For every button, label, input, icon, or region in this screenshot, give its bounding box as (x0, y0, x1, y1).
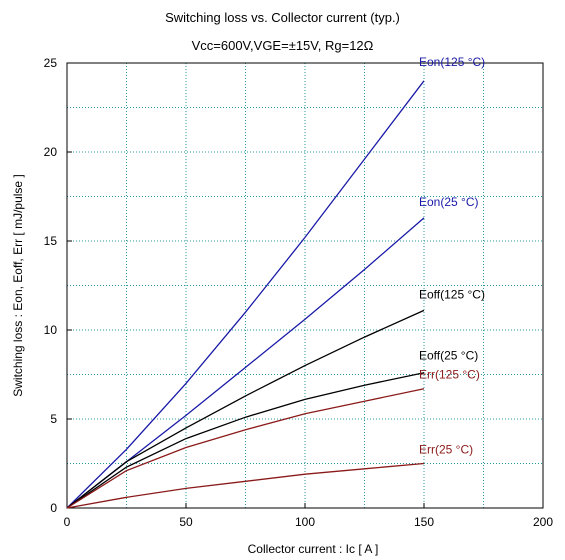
series-line (66, 462, 425, 509)
y-tick-label: 25 (44, 56, 58, 70)
series-line (66, 80, 425, 509)
series-label: Eoff(25 °C) (419, 349, 478, 363)
series-line (66, 309, 425, 509)
x-tick-label: 100 (295, 515, 315, 529)
y-tick-label: 10 (44, 323, 58, 337)
x-axis-label: Collector current : Ic [ A ] (248, 542, 379, 556)
chart-subtitle: Vcc=600V,VGE=±15V, Rg=12Ω (191, 38, 374, 53)
series-label: Err(125 °C) (419, 368, 480, 382)
y-tick-label: 5 (50, 412, 57, 426)
y-tick-label: 15 (44, 234, 58, 248)
x-tick-label: 50 (179, 515, 193, 529)
y-axis-label: Switching loss : Eon, Eoff, Err [ mJ/pul… (11, 174, 25, 397)
chart-title: Switching loss vs. Collector current (ty… (165, 10, 400, 25)
series-label: Err(25 °C) (419, 443, 473, 457)
series-label: Eon(125 °C) (419, 55, 485, 69)
x-tick-label: 150 (414, 515, 434, 529)
x-tick-label: 0 (64, 515, 71, 529)
y-tick-label: 0 (50, 501, 57, 515)
series-label: Eoff(125 °C) (419, 287, 485, 301)
series-label: Eon(25 °C) (419, 195, 479, 209)
series-line (66, 372, 425, 509)
series-line (66, 388, 425, 509)
x-tick-label: 200 (533, 515, 553, 529)
y-tick-label: 20 (44, 145, 58, 159)
